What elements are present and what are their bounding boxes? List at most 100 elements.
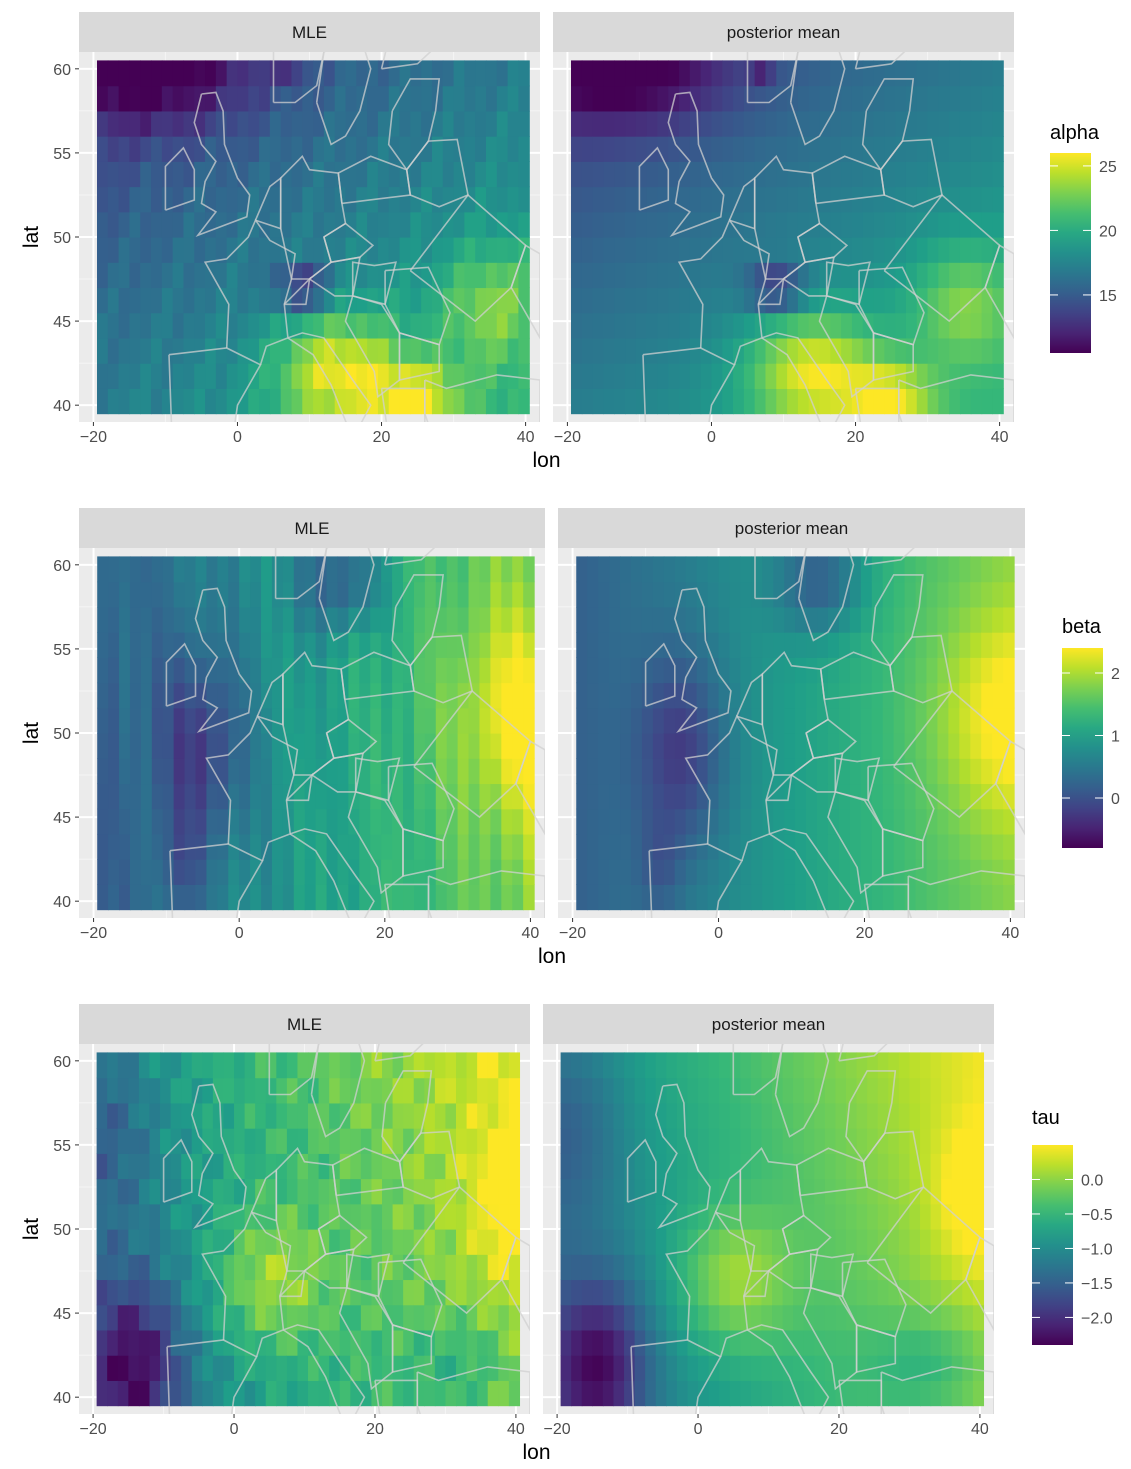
heatmap-tile [927, 337, 939, 364]
heatmap-tile [867, 1229, 879, 1255]
heatmap-tile [226, 161, 239, 188]
heatmap-tile [445, 1355, 457, 1381]
heatmap-tile [920, 1128, 932, 1154]
heatmap-tile [329, 1203, 341, 1230]
heatmap-tile [803, 1178, 815, 1205]
heatmap-tile [308, 1128, 320, 1154]
heatmap-tile [388, 388, 401, 415]
heatmap-tile [337, 707, 350, 734]
heatmap-tile [598, 632, 610, 658]
heatmap-tile [959, 287, 972, 314]
heatmap-tile [740, 1203, 752, 1230]
heatmap-tile [140, 312, 152, 339]
heatmap-tile [215, 161, 228, 188]
heatmap-tile [679, 337, 691, 364]
heatmap-tile [205, 211, 217, 238]
country-border [845, 1070, 897, 1164]
heatmap-tile [302, 186, 314, 213]
heatmap-tile [603, 186, 615, 213]
heatmap-tile [711, 211, 723, 238]
heatmap-tile [382, 1052, 394, 1079]
heatmap-tile [217, 657, 229, 684]
heatmap-tile [170, 1355, 182, 1381]
heatmap-tile [581, 186, 594, 213]
heatmap-tile [479, 783, 491, 810]
heatmap-tile [707, 733, 720, 759]
heatmap-tile [893, 606, 906, 633]
heatmap-tile [787, 287, 799, 314]
heatmap-tile [205, 262, 217, 289]
heatmap-tile [282, 556, 295, 583]
heatmap-tile [191, 1355, 203, 1381]
heatmap-tile [490, 581, 502, 608]
heatmap-tile [255, 1102, 267, 1129]
heatmap-tile [466, 1329, 478, 1356]
heatmap-tile [719, 1153, 731, 1180]
heatmap-tile [151, 211, 163, 238]
heatmap-tile [280, 136, 293, 162]
heatmap-tile [668, 312, 680, 339]
heatmap-tile [326, 632, 339, 658]
heatmap-tile [841, 237, 853, 263]
heatmap-tile [951, 1380, 963, 1407]
heatmap-tile [830, 237, 842, 263]
heatmap-tile [981, 758, 993, 785]
heatmap-tile [523, 581, 535, 608]
heatmap-tile [652, 581, 665, 608]
heatmap-tile [359, 632, 371, 658]
heatmap-tile [634, 1128, 646, 1154]
heatmap-tile [360, 1304, 373, 1331]
heatmap-tile [453, 161, 465, 188]
heatmap-tile [523, 657, 535, 684]
heatmap-tile [893, 657, 906, 684]
heatmap-tile [888, 1178, 900, 1205]
heatmap-tile [293, 606, 306, 633]
heatmap-tile [477, 1203, 489, 1230]
heatmap-tile [762, 884, 774, 911]
heatmap-tile [773, 707, 785, 734]
heatmap-tile [205, 136, 217, 162]
heatmap-tile [817, 556, 829, 583]
heatmap-tile [162, 859, 175, 885]
heatmap-tile [269, 312, 282, 339]
heatmap-tile [733, 262, 745, 289]
heatmap-tile [729, 1203, 741, 1230]
heatmap-tile [435, 733, 448, 759]
x-tick-label: 20 [856, 925, 874, 942]
heatmap-tile [282, 707, 295, 734]
country-border [907, 870, 1025, 918]
heatmap-tile [477, 1304, 489, 1331]
heatmap-tile [882, 632, 895, 658]
heatmap-tile [119, 808, 131, 835]
heatmap-tile [293, 783, 306, 810]
heatmap-tile [512, 632, 524, 658]
heatmap-tile [689, 337, 702, 364]
heatmap-tile [754, 161, 767, 188]
heatmap-tile [930, 1178, 942, 1205]
heatmap-tile [930, 1279, 942, 1306]
heatmap-tile [360, 1380, 373, 1407]
heatmap-tile [410, 388, 422, 415]
heatmap-tile [129, 884, 142, 911]
heatmap-tile [117, 1229, 129, 1255]
heatmap-tile [456, 1128, 468, 1154]
heatmap-tile [140, 211, 152, 238]
heatmap-tile [676, 1329, 689, 1356]
heatmap-tile [239, 606, 251, 633]
heatmap-tile [927, 312, 939, 339]
heatmap-tile [191, 1229, 203, 1255]
heatmap-tile [445, 1052, 457, 1079]
heatmap-tile [970, 758, 982, 785]
heatmap-tile [377, 186, 390, 213]
heatmap-tile [992, 581, 1004, 608]
heatmap-tile [107, 1304, 119, 1331]
heatmap-tile [453, 110, 465, 137]
heatmap-tile [740, 783, 752, 810]
heatmap-tile [202, 1254, 214, 1281]
heatmap-tile [512, 657, 524, 684]
heatmap-tile [129, 682, 142, 709]
heatmap-tile [722, 161, 734, 188]
heatmap-tile [464, 262, 476, 289]
heatmap-tile [795, 783, 807, 810]
heatmap-tile [498, 1178, 510, 1205]
